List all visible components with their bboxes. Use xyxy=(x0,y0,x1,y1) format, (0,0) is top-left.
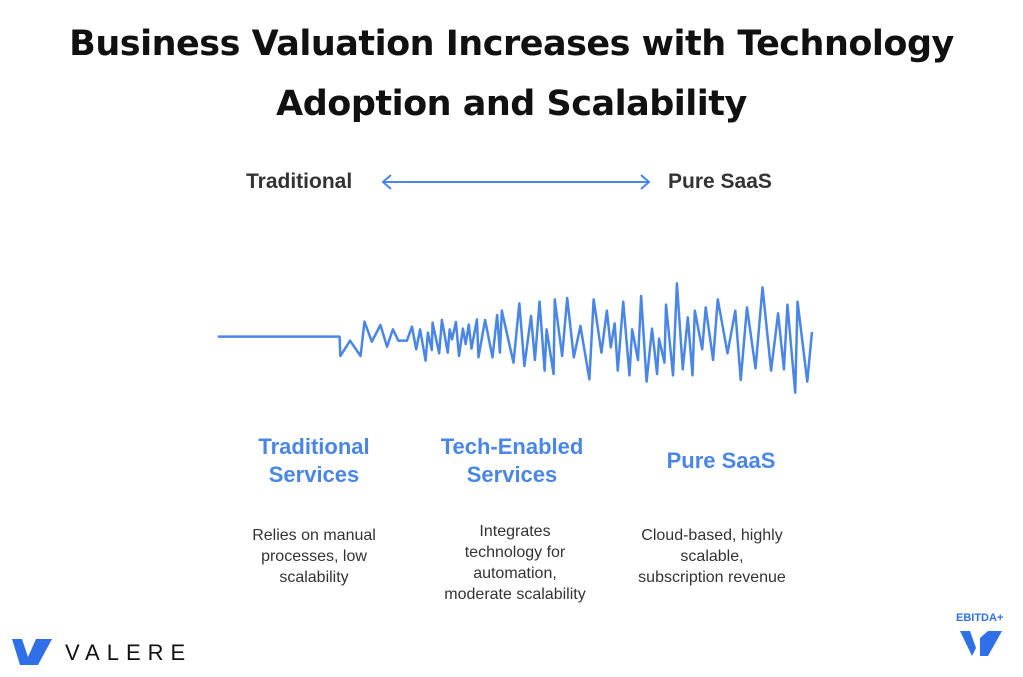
desc-line: Integrates xyxy=(479,523,551,540)
category-title: Traditional xyxy=(258,434,370,459)
spectrum-right-label: Pure SaaS xyxy=(668,170,772,193)
desc-line: scalability xyxy=(279,569,349,586)
page-title: Business Valuation Increases with Techno… xyxy=(0,14,1023,134)
desc-line: Relies on manual xyxy=(252,527,376,544)
category-description: Cloud-based, highly scalable, subscripti… xyxy=(612,525,812,588)
category-traditional-services: Traditional Services xyxy=(214,433,414,489)
ebitda-logo-icon xyxy=(960,631,1002,656)
category-description: Relies on manual processes, low scalabil… xyxy=(214,525,414,588)
volatility-waveform xyxy=(210,270,817,400)
desc-line: automation, xyxy=(473,565,557,582)
valere-logo-icon xyxy=(12,639,52,665)
ebitda-logo-text: EBITDA+ xyxy=(956,612,1004,624)
double-arrow-icon xyxy=(381,174,651,190)
category-pure-saas: Pure SaaS xyxy=(621,447,821,475)
title-line-2: Adoption and Scalability xyxy=(276,84,747,124)
desc-line: Cloud-based, highly xyxy=(641,527,783,544)
category-title: Services xyxy=(268,462,360,487)
valere-logo-text: VALERE xyxy=(65,640,193,665)
desc-line: subscription revenue xyxy=(638,569,786,586)
category-title: Services xyxy=(466,462,558,487)
title-line-1: Business Valuation Increases with Techno… xyxy=(69,24,954,64)
spectrum-left-label: Traditional xyxy=(246,170,353,193)
desc-line: technology for xyxy=(464,544,566,561)
category-title: Tech-Enabled xyxy=(440,434,584,459)
category-tech-enabled-services: Tech-Enabled Services xyxy=(412,433,612,489)
desc-line: processes, low xyxy=(261,548,367,565)
category-title: Pure SaaS xyxy=(666,448,776,473)
category-description: Integrates technology for automation, mo… xyxy=(415,521,615,605)
desc-line: moderate scalability xyxy=(444,586,586,603)
desc-line: scalable, xyxy=(680,548,744,565)
